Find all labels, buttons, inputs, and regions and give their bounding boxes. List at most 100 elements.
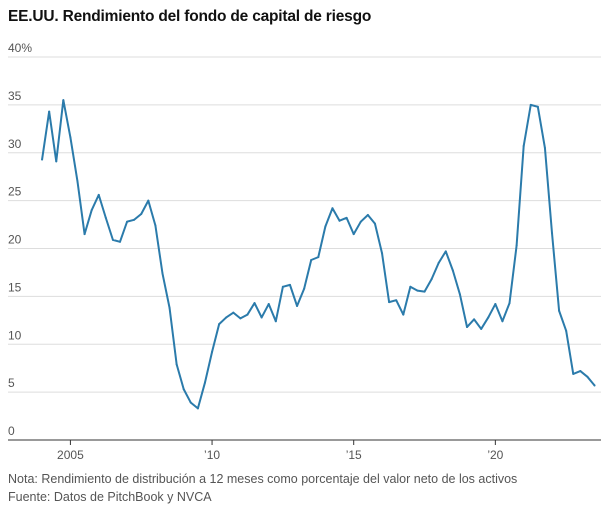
data-point: [480, 327, 483, 330]
data-point: [381, 252, 384, 255]
data-point: [182, 388, 185, 391]
data-point: [218, 323, 221, 326]
data-point: [239, 317, 242, 320]
x-tick-label: ’10: [204, 448, 220, 462]
data-point: [260, 316, 263, 319]
y-tick-label: 0: [8, 424, 15, 438]
data-point: [388, 301, 391, 304]
data-point: [41, 158, 44, 161]
data-point: [451, 269, 454, 272]
data-point: [97, 193, 100, 196]
data-point: [168, 306, 171, 309]
y-tick-label: 10: [8, 328, 22, 342]
data-point: [196, 407, 199, 410]
x-tick-label: ’15: [346, 448, 362, 462]
data-point: [69, 136, 72, 139]
data-point: [402, 313, 405, 316]
data-point: [62, 99, 65, 102]
data-point: [579, 370, 582, 373]
data-point: [409, 285, 412, 288]
data-point: [508, 302, 511, 305]
data-point: [55, 160, 58, 163]
data-point: [211, 350, 214, 353]
data-point: [147, 199, 150, 202]
data-points: [41, 99, 596, 410]
y-tick-label: 15: [8, 280, 22, 294]
chart-note: Nota: Rendimiento de distribución a 12 m…: [8, 472, 518, 486]
y-axis-ticks: 40% 35 30 25 20 15 10 5 0: [8, 41, 32, 438]
gridlines: [8, 56, 601, 393]
data-point: [331, 207, 334, 210]
data-point: [338, 219, 341, 222]
data-point: [281, 285, 284, 288]
data-point: [558, 309, 561, 312]
data-point: [551, 232, 554, 235]
data-point: [352, 233, 355, 236]
data-point: [572, 372, 575, 375]
data-point: [225, 316, 228, 319]
data-point: [345, 216, 348, 219]
data-point: [430, 278, 433, 281]
series-line: [41, 99, 596, 410]
data-point: [274, 320, 277, 323]
data-point: [536, 105, 539, 108]
data-point: [203, 381, 206, 384]
data-point: [126, 220, 129, 223]
data-point: [565, 329, 568, 332]
data-point: [487, 316, 490, 319]
x-axis-ticks: 2005 ’10 ’15 ’20: [57, 440, 504, 462]
data-point: [175, 363, 178, 366]
data-point: [522, 145, 525, 148]
data-point: [189, 401, 192, 404]
data-point: [253, 302, 256, 305]
data-point: [83, 233, 86, 236]
y-tick-label: 5: [8, 376, 15, 390]
data-point: [310, 258, 313, 261]
data-point: [154, 224, 157, 227]
y-tick-label: 35: [8, 89, 22, 103]
data-point: [466, 326, 469, 329]
data-point: [473, 318, 476, 321]
y-tick-label: 20: [8, 233, 22, 247]
y-tick-label: 40%: [8, 41, 32, 55]
data-point: [529, 103, 532, 106]
data-point: [593, 384, 596, 387]
y-tick-label: 25: [8, 185, 22, 199]
data-point: [494, 303, 497, 306]
data-point: [395, 299, 398, 302]
data-point: [515, 244, 518, 247]
data-point: [543, 146, 546, 149]
data-point: [288, 283, 291, 286]
chart-title: EE.UU. Rendimiento del fondo de capital …: [8, 8, 372, 25]
data-point: [104, 216, 107, 219]
data-point: [118, 240, 121, 243]
data-point: [359, 220, 362, 223]
data-point: [437, 261, 440, 264]
data-point: [111, 238, 114, 241]
data-point: [586, 375, 589, 378]
data-point: [366, 213, 369, 216]
x-tick-label: 2005: [57, 448, 84, 462]
data-point: [317, 256, 320, 259]
chart-source: Fuente: Datos de PitchBook y NVCA: [8, 490, 212, 504]
data-point: [296, 304, 299, 307]
data-point: [501, 320, 504, 323]
data-point: [267, 303, 270, 306]
data-point: [416, 289, 419, 292]
data-point: [324, 225, 327, 228]
data-point: [76, 180, 79, 183]
data-point: [90, 209, 93, 212]
data-point: [458, 293, 461, 296]
data-point: [48, 110, 51, 113]
data-point: [161, 272, 164, 275]
y-tick-label: 30: [8, 137, 22, 151]
data-point: [140, 213, 143, 216]
data-point: [232, 311, 235, 314]
data-point: [246, 313, 249, 316]
data-point: [133, 218, 136, 221]
data-point: [444, 250, 447, 253]
data-point: [303, 287, 306, 290]
data-point: [373, 222, 376, 225]
data-point: [423, 290, 426, 293]
